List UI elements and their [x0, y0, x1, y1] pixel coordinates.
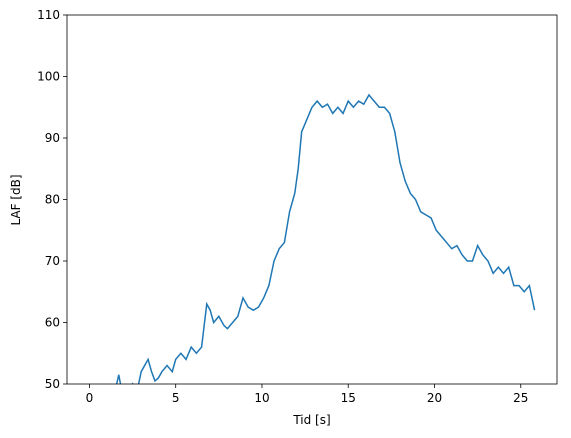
x-tick-label: 15: [341, 391, 356, 405]
y-tick-label: 100: [37, 70, 60, 84]
x-tick-label: 0: [86, 391, 94, 405]
data-line: [115, 93, 536, 384]
y-tick-label: 80: [45, 193, 60, 207]
y-tick-label: 50: [45, 377, 60, 391]
x-tick-label: 20: [427, 391, 442, 405]
y-tick-label: 70: [45, 254, 60, 268]
x-tick-label: 10: [254, 391, 269, 405]
x-tick-label: 5: [172, 391, 180, 405]
y-axis-label: LAF [dB]: [9, 174, 23, 225]
x-axis-label: Tid [s]: [292, 413, 330, 427]
plot-frame: [66, 14, 558, 385]
y-tick-label: 110: [37, 8, 60, 22]
x-tick-label: 25: [513, 391, 528, 405]
y-tick-label: 90: [45, 131, 60, 145]
y-tick-label: 60: [45, 316, 60, 330]
